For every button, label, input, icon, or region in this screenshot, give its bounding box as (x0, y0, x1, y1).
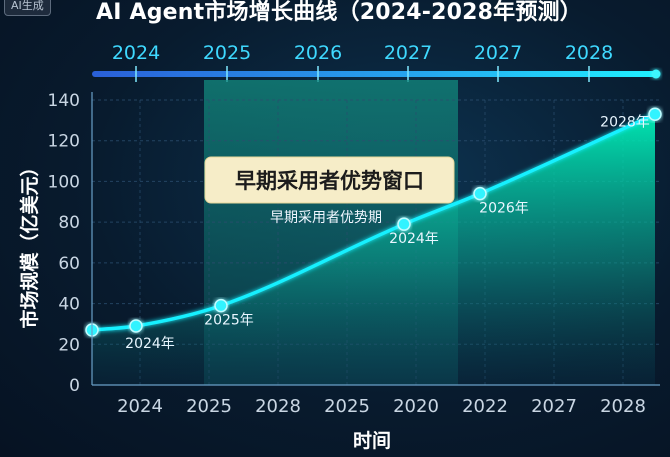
y-tick-label: 40 (58, 295, 80, 315)
x-tick-label: 2024 (117, 396, 163, 417)
y-tick-label: 140 (48, 91, 80, 111)
x-axis-title: 时间 (353, 430, 391, 452)
y-tick-label: 0 (69, 376, 80, 396)
data-point-label: 2025年 (204, 313, 254, 329)
top-timeline: 2024 2025 2026 2027 2027 2028 (92, 42, 661, 82)
x-tick-label: 2027 (531, 396, 577, 417)
timeline-label: 2026 (294, 42, 342, 64)
axes: 0 20 40 60 80 100 120 140 2024 2025 2028 2025 2020 20… (18, 91, 660, 452)
x-tick-label: 2028 (255, 396, 301, 417)
data-point-label: 2028年 (600, 114, 650, 130)
x-tick-label: 2025 (324, 396, 370, 417)
area-fill (92, 114, 655, 385)
chart-title: AI Agent市场增长曲线（2024-2028年预测） (96, 0, 582, 25)
y-tick-label: 120 (48, 132, 80, 152)
y-axis-title: 市场规模（亿美元） (18, 157, 41, 328)
data-point (648, 107, 662, 121)
y-tick-label: 20 (58, 335, 80, 355)
data-point (473, 186, 487, 201)
y-tick-label: 80 (58, 213, 80, 233)
callout-subtext: 早期采用者优势期 (270, 210, 382, 226)
timeline-label: 2025 (203, 42, 251, 64)
ai-generated-badge: AI生成 (4, 0, 51, 16)
x-tick-label: 2022 (462, 396, 508, 417)
data-point-label: 2024年 (125, 336, 175, 352)
x-tick-label: 2025 (186, 396, 232, 417)
x-tick-label: 2020 (393, 396, 439, 417)
data-point (129, 319, 143, 333)
timeline-label: 2027 (384, 42, 432, 64)
timeline-label: 2024 (112, 42, 160, 64)
data-point-label: 2026年 (479, 201, 529, 217)
data-point-label: 2024年 (389, 231, 439, 247)
callout-box-text: 早期采用者优势窗口 (235, 169, 424, 193)
data-point (397, 217, 411, 231)
y-tick-label: 60 (58, 254, 80, 274)
x-tick-label: 2028 (600, 396, 646, 417)
timeline-label: 2028 (565, 42, 613, 64)
timeline-label: 2027 (474, 42, 522, 64)
data-point (214, 298, 228, 313)
area-series: 2024年 2025年 2024年 2026年 2028年 (85, 107, 662, 385)
callout-box (204, 156, 455, 204)
timeline-end-dot (651, 69, 661, 79)
y-tick-label: 100 (48, 172, 80, 192)
timeline-bar (92, 71, 656, 77)
